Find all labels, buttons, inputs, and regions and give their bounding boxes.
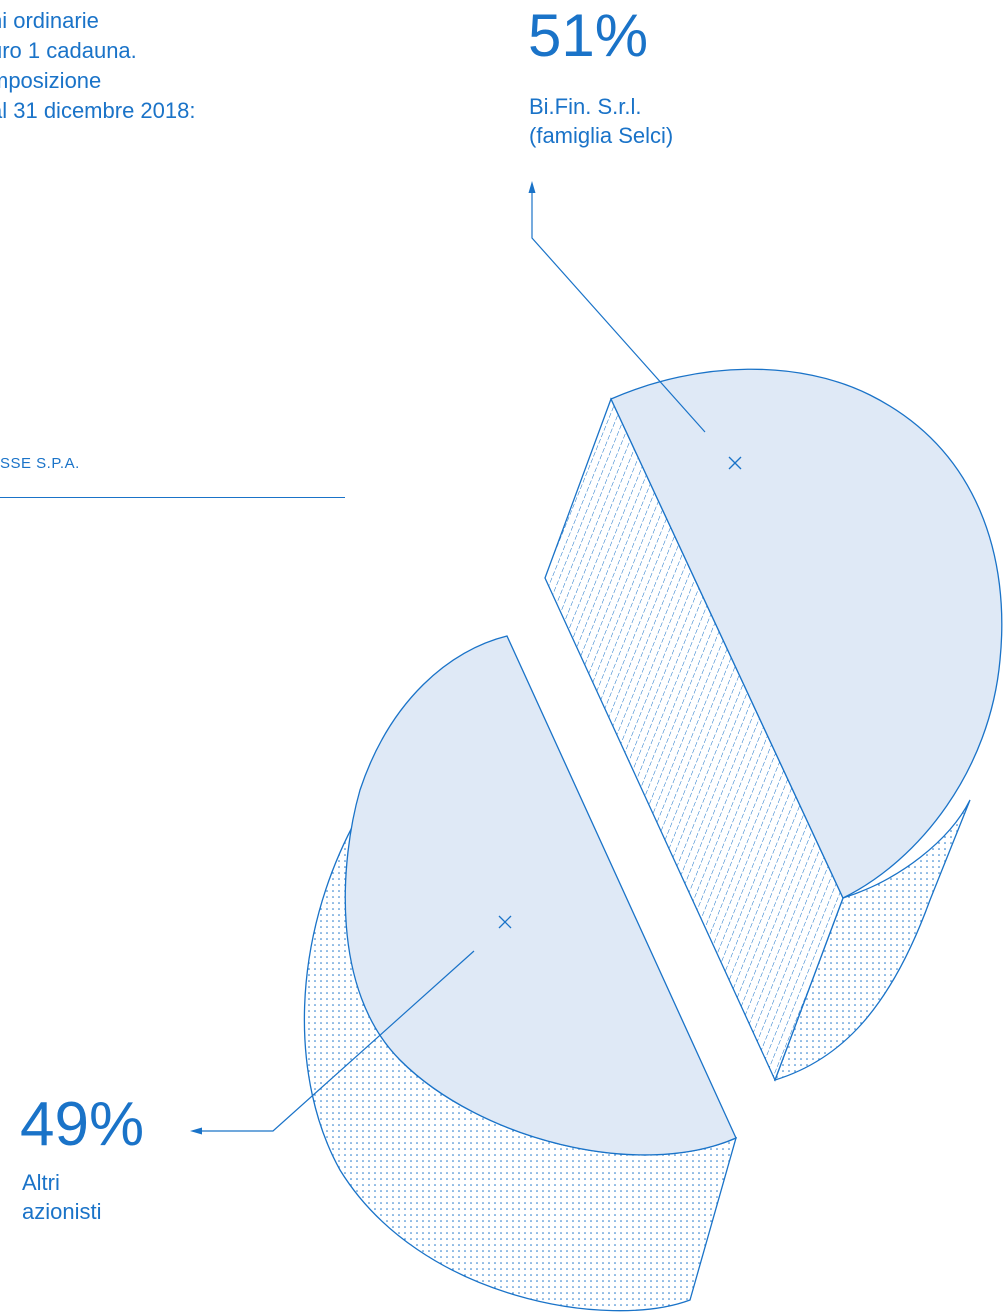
arrowhead-49 [190,1127,202,1135]
intro-line: al 31 dicembre 2018: [0,98,196,123]
arrowhead-51 [528,181,536,193]
slice-51-curved-side [773,799,971,1082]
slice-49-center-mark [498,915,512,929]
company-label: SSE S.P.A. [0,455,80,472]
slice-name-49: Altri azionisti [22,1168,101,1226]
data-label-49: 49% [20,1090,145,1159]
slice-51-center-mark [728,456,742,470]
slice-name-line: Altri [22,1170,60,1195]
slice-name-line: (famiglia Selci) [529,123,674,148]
intro-text: ni ordinarie uro 1 cadauna. mposizione a… [0,6,330,126]
slice-49-top [344,635,737,1156]
data-label-51: 51% [528,2,649,69]
intro-line: uro 1 cadauna. [0,38,137,63]
divider-rule [0,497,345,498]
leader-line-49 [202,950,475,1132]
intro-line: mposizione [0,68,102,93]
slice-name-line: Bi.Fin. S.r.l. [529,94,642,119]
slice-name-51: Bi.Fin. S.r.l. (famiglia Selci) [529,92,673,150]
slice-51-top [610,368,1003,899]
leader-line-51 [531,193,706,433]
slice-name-line: azionisti [22,1199,102,1224]
intro-line: ni ordinarie [0,8,99,33]
